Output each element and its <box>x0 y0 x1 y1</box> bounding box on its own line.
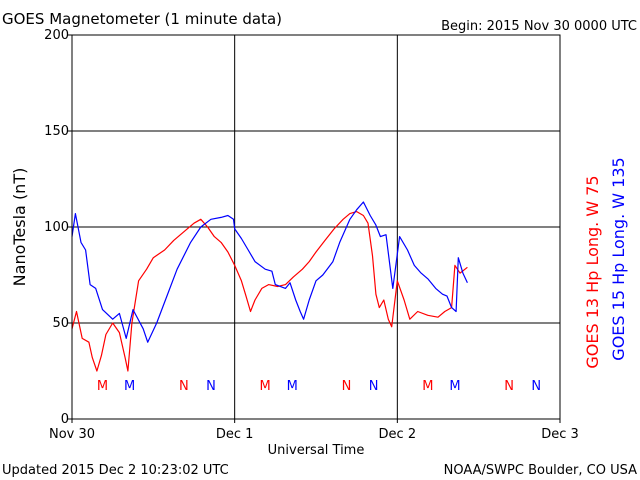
plot-frame <box>71 34 561 420</box>
midnight-marker: M <box>422 379 433 394</box>
credit-line: NOAA/SWPC Boulder, CO USA <box>444 463 637 478</box>
midnight-marker: M <box>449 379 460 394</box>
x-axis-label: Universal Time <box>268 443 365 458</box>
y-axis-ticks: 0 50 100 150 200 <box>44 28 72 427</box>
x-tick-label: Nov 30 <box>49 427 95 442</box>
x-tick-label: Dec 2 <box>379 427 417 442</box>
noon-marker: N <box>369 379 379 394</box>
begin-time: Begin: 2015 Nov 30 0000 UTC <box>441 19 637 34</box>
series-lines <box>71 201 468 372</box>
series-goes15-line <box>71 201 468 343</box>
grid-lines <box>72 35 560 419</box>
noon-marker: N <box>342 379 352 394</box>
chart-title: GOES Magnetometer (1 minute data) <box>2 10 282 28</box>
legend-goes13: GOES 13 Hp Long. W 75 <box>583 175 602 368</box>
legend-goes15: GOES 15 Hp Long. W 135 <box>609 157 628 360</box>
y-tick-label: 0 <box>61 412 69 427</box>
noon-marker: N <box>531 379 541 394</box>
midnight-marker: M <box>260 379 271 394</box>
midnight-marker: M <box>97 379 108 394</box>
noon-marker: N <box>179 379 189 394</box>
noon-marker: N <box>206 379 216 394</box>
midnight-marker: M <box>124 379 135 394</box>
y-axis-label: NanoTesla (nT) <box>10 168 29 287</box>
x-axis-ticks: Nov 30 Dec 1 Dec 2 Dec 3 <box>49 419 579 442</box>
updated-timestamp: Updated 2015 Dec 2 10:23:02 UTC <box>2 463 229 478</box>
y-tick-label: 150 <box>44 124 69 139</box>
noon-marker: N <box>504 379 514 394</box>
y-tick-label: 50 <box>52 316 69 331</box>
y-tick-label: 100 <box>44 220 69 235</box>
y-tick-label: 200 <box>44 28 69 43</box>
series-goes13-line <box>71 211 468 372</box>
midnight-marker: M <box>287 379 298 394</box>
x-tick-label: Dec 3 <box>541 427 579 442</box>
x-tick-label: Dec 1 <box>216 427 254 442</box>
